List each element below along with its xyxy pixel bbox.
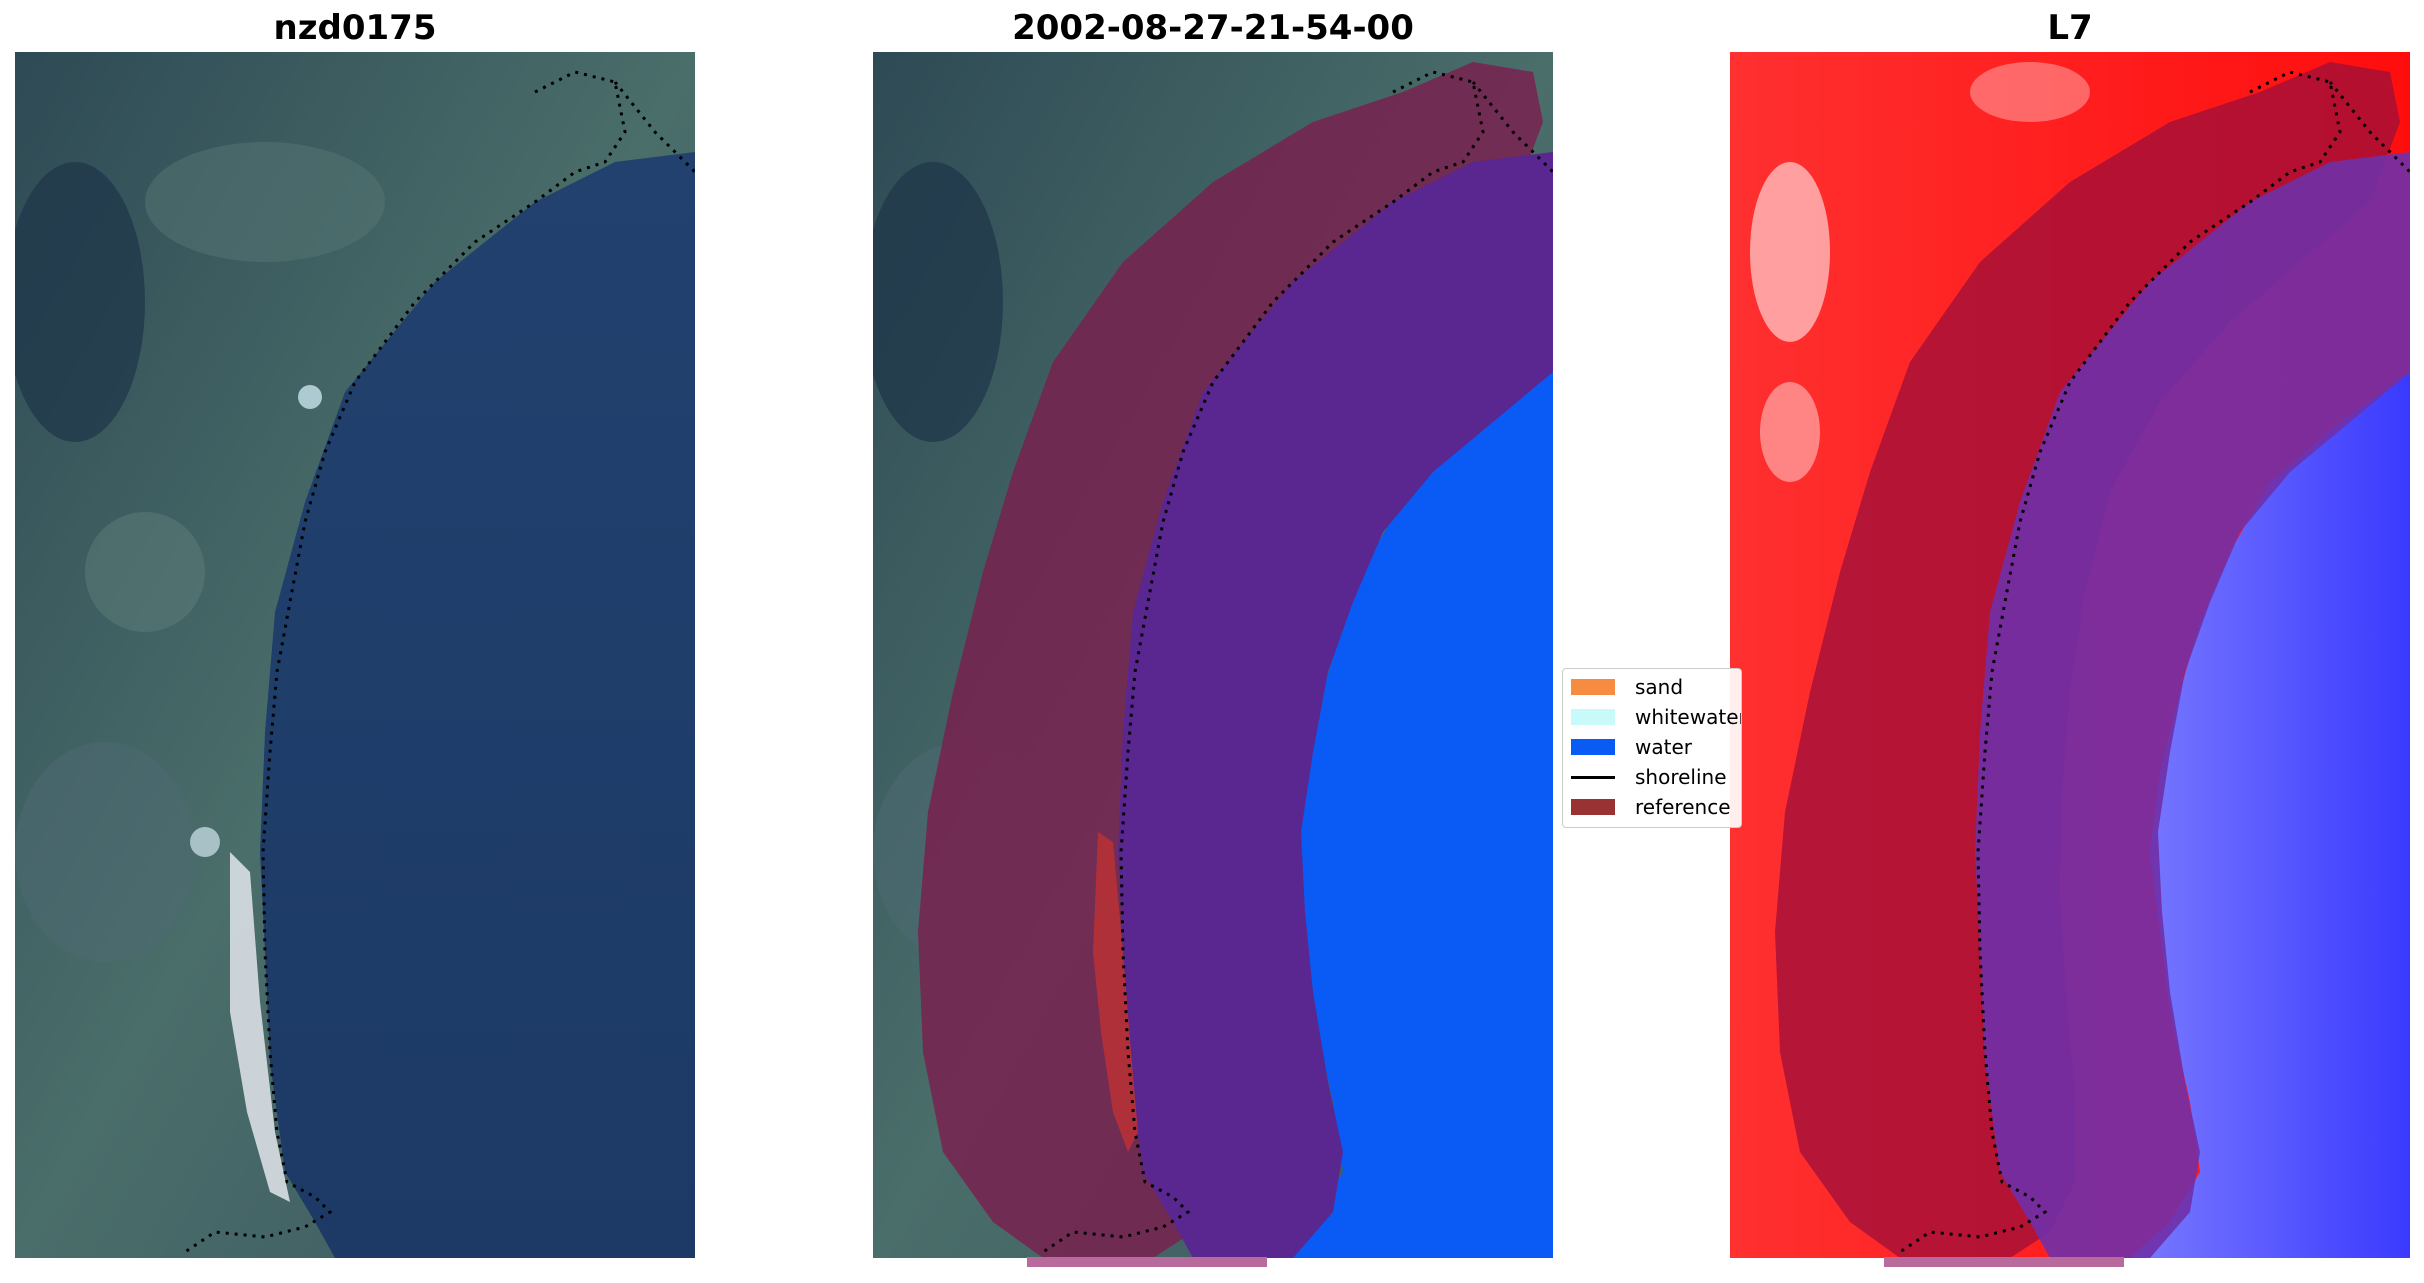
- sea-area: [260, 152, 695, 1258]
- legend-swatch-water: [1571, 739, 1615, 755]
- legend-label-shoreline: shoreline: [1635, 765, 1727, 789]
- legend-item-water: water: [1571, 733, 1741, 761]
- legend-item-whitewater: whitewater: [1571, 703, 1741, 731]
- legend-item-sand: sand: [1571, 673, 1741, 701]
- water-class-area: [1273, 372, 1553, 1258]
- legend-item-reference: reference: [1571, 793, 1741, 821]
- legend: sand whitewater water shoreline referenc…: [1562, 668, 1742, 828]
- panel-title-index: L7: [2047, 8, 2093, 48]
- rgb-image-panel: [15, 52, 695, 1258]
- legend-label-reference: reference: [1635, 795, 1731, 819]
- water-inside-buffer: [1118, 152, 1553, 1258]
- reference-bar-index: [1884, 1257, 2124, 1267]
- legend-label-whitewater: whitewater: [1635, 705, 1742, 729]
- rgb-image: [15, 52, 695, 1258]
- legend-swatch-reference: [1571, 799, 1615, 815]
- reference-buffer-area: [918, 62, 1543, 1258]
- legend-line-shoreline: [1571, 775, 1615, 779]
- panel-title-rgb: nzd0175: [273, 8, 437, 48]
- sand-class-strip: [1093, 832, 1138, 1152]
- classification-image: [873, 52, 1553, 1258]
- legend-label-sand: sand: [1635, 675, 1684, 699]
- panel-title-classification: 2002-08-27-21-54-00: [1012, 8, 1414, 48]
- negative-index-area: [2130, 372, 2410, 1258]
- beach-strip: [230, 852, 290, 1202]
- reference-bar-classification: [1027, 1257, 1267, 1267]
- index-panel: [1730, 52, 2410, 1258]
- legend-swatch-sand: [1571, 679, 1615, 695]
- legend-swatch-whitewater: [1571, 709, 1615, 725]
- legend-item-shoreline: shoreline: [1571, 763, 1741, 791]
- index-image: [1730, 52, 2410, 1258]
- classification-panel: [873, 52, 1553, 1258]
- legend-label-water: water: [1635, 735, 1692, 759]
